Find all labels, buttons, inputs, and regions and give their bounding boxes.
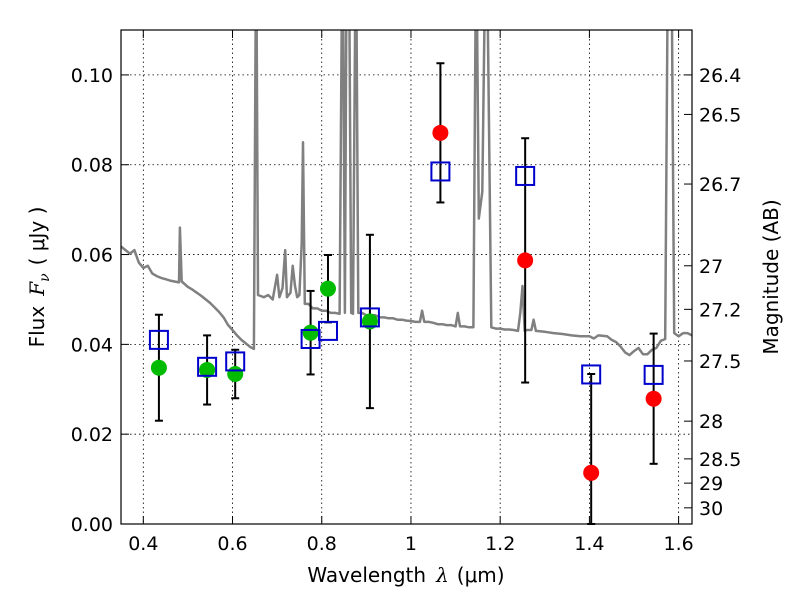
- y-tick-label: 0.06: [71, 245, 113, 267]
- x-tick-label: 1.4: [574, 533, 604, 555]
- flux-point: [645, 390, 662, 407]
- axis-ticks: [121, 30, 692, 525]
- x-tick-label: 1: [405, 533, 417, 555]
- grid: [121, 30, 692, 525]
- model-flux-square: [643, 364, 664, 385]
- flux-point: [583, 464, 600, 481]
- mag-tick-label: 29: [699, 473, 723, 495]
- flux-point: [302, 324, 319, 341]
- mag-tick-label: 27.2: [699, 299, 741, 321]
- model-flux-square: [225, 351, 246, 372]
- model-flux-square: [515, 165, 536, 186]
- y-tick-label: 0.02: [71, 424, 113, 446]
- model-flux-square: [148, 329, 169, 350]
- flux-point: [319, 280, 336, 297]
- x-tick-label: 0.6: [217, 533, 247, 555]
- mag-tick-label: 27.5: [699, 351, 741, 373]
- y-axis-label: FluxFν( μJy ): [25, 207, 53, 348]
- x-tick-label: 0.4: [128, 533, 158, 555]
- flux-point: [150, 359, 167, 376]
- mag-tick-label: 30: [699, 498, 723, 520]
- mag-tick-label: 28: [699, 411, 723, 433]
- plot-frame: [120, 29, 693, 525]
- mag-tick-label: 26.7: [699, 174, 741, 196]
- x-tick-label: 1.6: [664, 533, 694, 555]
- flux-point: [227, 366, 244, 383]
- y-tick-label: 0.08: [71, 155, 113, 177]
- model-flux-square: [359, 307, 380, 328]
- tick-labels: 0.4 0.6 0.8 1 1.2 1.4 1.6 0.00 0.02 0.04 0.06 0.08 0…: [71, 65, 742, 555]
- y-tick-label: 0.04: [71, 334, 113, 356]
- model-flux-square: [197, 356, 218, 377]
- flux-point: [517, 252, 534, 269]
- x-axis-label: Wavelength λ (μm): [307, 563, 504, 587]
- y-tick-label: 0.00: [71, 514, 113, 536]
- model-flux-square: [317, 320, 338, 341]
- mag-tick-label: 26.5: [699, 104, 741, 126]
- flux-point: [199, 361, 216, 378]
- model-flux-square: [430, 161, 451, 182]
- model-flux-square: [581, 364, 602, 385]
- mag-tick-label: 27: [699, 256, 723, 278]
- y2-axis-label: Magnitude (AB): [759, 199, 783, 354]
- mag-tick-label: 28.5: [699, 449, 741, 471]
- x-tick-label: 0.8: [307, 533, 337, 555]
- flux-point: [432, 124, 449, 141]
- model-spectrum-line: [121, 30, 692, 357]
- y-tick-label: 0.10: [71, 65, 113, 87]
- mag-tick-label: 26.4: [699, 65, 741, 87]
- error-bars: [154, 62, 658, 525]
- data-markers: [148, 124, 664, 481]
- x-tick-label: 1.2: [485, 533, 515, 555]
